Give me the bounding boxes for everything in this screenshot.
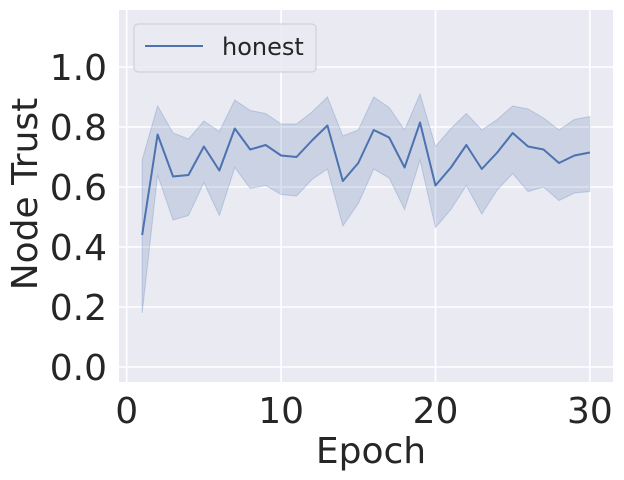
legend-frame	[133, 23, 317, 73]
y-tick-label-0: 0.0	[50, 348, 107, 389]
y-tick-label-2: 0.4	[50, 228, 107, 269]
x-axis-title: Epoch	[316, 431, 426, 472]
series-line-honest	[141, 121, 591, 236]
grid	[119, 10, 613, 382]
y-axis-title: Node Trust	[5, 98, 46, 291]
y-tick-label-3: 0.6	[50, 168, 107, 209]
y-tick-label-1: 0.2	[50, 288, 107, 329]
y-tick-label-4: 0.8	[50, 108, 107, 149]
series-line-layer	[141, 121, 591, 236]
x-tick-label-0: 0	[115, 391, 138, 432]
x-tick-label-1: 10	[258, 391, 304, 432]
legend-label-honest: honest	[222, 33, 304, 61]
x-tick-label-3: 30	[567, 391, 613, 432]
legend: honest	[133, 23, 317, 73]
y-tick-labels: 0.0 0.2 0.4 0.6 0.8 1.0	[50, 48, 107, 389]
x-tick-label-2: 20	[413, 391, 459, 432]
x-tick-labels: 0 10 20 30	[115, 391, 612, 432]
y-tick-label-5: 1.0	[50, 48, 107, 89]
